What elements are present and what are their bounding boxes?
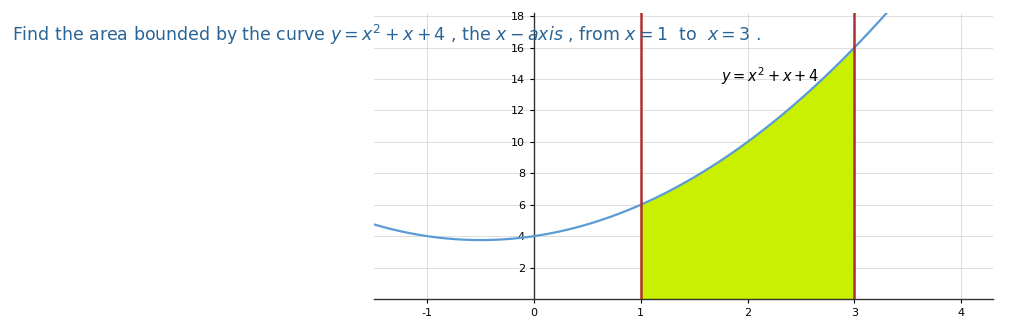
Text: $y = x^2 + x + 4$: $y = x^2 + x + 4$ xyxy=(721,65,819,87)
Text: Find the area bounded by the curve $y = x^{2} + x + 4$ , the $x - axis$ , from $: Find the area bounded by the curve $y = … xyxy=(12,23,761,47)
